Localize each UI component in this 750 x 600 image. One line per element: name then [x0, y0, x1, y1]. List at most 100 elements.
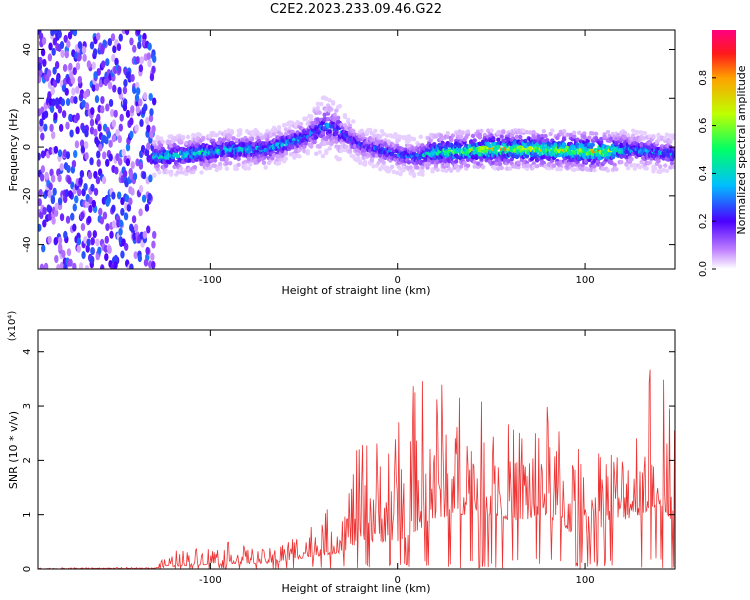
heatmap-cell — [117, 86, 122, 95]
heatmap-cell — [212, 163, 218, 169]
heatmap-cell — [641, 136, 646, 141]
heatmap-cell — [263, 165, 268, 170]
heatmap-cell — [49, 123, 54, 132]
snr-frame — [37, 329, 676, 570]
heatmap-cell — [314, 151, 319, 156]
heatmap-cell — [39, 263, 45, 269]
heatmap-cell — [489, 128, 494, 133]
heatmap-cell — [167, 139, 172, 145]
heatmap-cell — [194, 157, 199, 162]
heatmap-cell — [143, 103, 148, 112]
heatmap-cell — [57, 174, 62, 183]
heatmap-cell — [276, 160, 282, 166]
heatmap-cell — [529, 156, 535, 161]
heatmap-cell — [129, 37, 134, 46]
heatmap-cell — [138, 64, 144, 73]
heatmap-cell — [138, 161, 144, 170]
heatmap-cell — [548, 131, 553, 137]
heatmap-cell — [378, 134, 383, 139]
heatmap-cell — [96, 67, 101, 76]
heatmap-cell — [524, 129, 530, 135]
heatmap-cell — [98, 143, 103, 152]
heatmap-cell — [128, 197, 133, 206]
heatmap-cell — [75, 85, 80, 94]
heatmap-cell — [81, 99, 86, 108]
heatmap-cell — [536, 134, 541, 139]
heatmap-cell — [425, 135, 430, 141]
heatmap-cell — [460, 130, 466, 136]
heatmap-cell — [238, 151, 243, 157]
spectrogram-x-tick-label: -100 — [199, 275, 222, 286]
heatmap-cell — [84, 200, 90, 209]
heatmap-cell — [236, 162, 241, 168]
heatmap-cell — [135, 105, 141, 114]
heatmap-cell — [337, 103, 343, 109]
heatmap-cell — [283, 156, 289, 161]
heatmap-cell — [179, 166, 184, 171]
heatmap-cell — [111, 204, 116, 213]
heatmap-cell — [117, 157, 123, 166]
heatmap-cell — [55, 75, 61, 84]
heatmap-cell — [89, 118, 95, 127]
heatmap-cell — [482, 132, 488, 138]
heatmap-cell — [244, 138, 250, 143]
heatmap-cell — [322, 112, 327, 117]
heatmap-cell — [40, 165, 46, 174]
heatmap-cell — [163, 163, 169, 168]
heatmap-cell — [325, 123, 331, 128]
heatmap-cell — [330, 139, 336, 145]
heatmap-cell — [415, 165, 420, 170]
heatmap-cell — [300, 137, 305, 143]
heatmap-cell — [92, 48, 98, 57]
heatmap-cell — [40, 150, 46, 159]
heatmap-cell — [496, 144, 501, 149]
heatmap-cell — [238, 131, 243, 136]
heatmap-cell — [533, 152, 538, 157]
heatmap-cell — [563, 160, 568, 165]
heatmap-cell — [416, 171, 422, 176]
heatmap-cell — [217, 161, 223, 167]
heatmap-cell — [398, 134, 403, 140]
heatmap-cell — [632, 166, 638, 171]
heatmap-cell — [327, 98, 332, 103]
heatmap-cell — [631, 128, 636, 133]
heatmap-cell — [243, 166, 248, 171]
heatmap-cell — [39, 173, 45, 182]
colorbar-tick-label: 0.2 — [698, 213, 709, 229]
heatmap-cell — [172, 142, 177, 148]
heatmap-cell — [142, 92, 148, 101]
heatmap-cell — [600, 166, 606, 171]
heatmap-cell — [450, 133, 455, 138]
heatmap-cell — [57, 243, 63, 252]
heatmap-cell — [151, 125, 156, 134]
heatmap-cell — [59, 213, 65, 222]
snr-y-scale-label: (x10⁴) — [7, 311, 18, 342]
heatmap-cell — [111, 119, 117, 128]
heatmap-cell — [91, 61, 96, 70]
heatmap-cell — [507, 166, 513, 171]
heatmap-cell — [68, 62, 73, 71]
heatmap-cell — [84, 102, 90, 111]
heatmap-cell — [361, 152, 366, 157]
heatmap-cell — [92, 230, 98, 239]
heatmap-cell — [40, 132, 45, 141]
heatmap-cell — [113, 254, 119, 263]
heatmap-cell — [551, 163, 557, 168]
heatmap-cell — [459, 134, 464, 139]
heatmap-cell — [79, 90, 85, 99]
heatmap-cell — [276, 125, 282, 130]
heatmap-cell — [359, 128, 364, 134]
heatmap-cell — [184, 171, 189, 176]
heatmap-cell — [152, 140, 157, 145]
heatmap-cell — [145, 246, 150, 255]
heatmap-cell — [84, 141, 89, 150]
heatmap-cell — [87, 171, 93, 180]
snr-y-tick-label: 4 — [22, 349, 33, 355]
heatmap-cell — [337, 156, 343, 162]
heatmap-cell — [169, 172, 174, 177]
heatmap-cell — [49, 168, 54, 177]
heatmap-cell — [134, 93, 140, 102]
heatmap-cell — [411, 136, 417, 142]
heatmap-cell — [214, 132, 219, 138]
spectrogram-x-tick-label: 100 — [576, 275, 595, 286]
